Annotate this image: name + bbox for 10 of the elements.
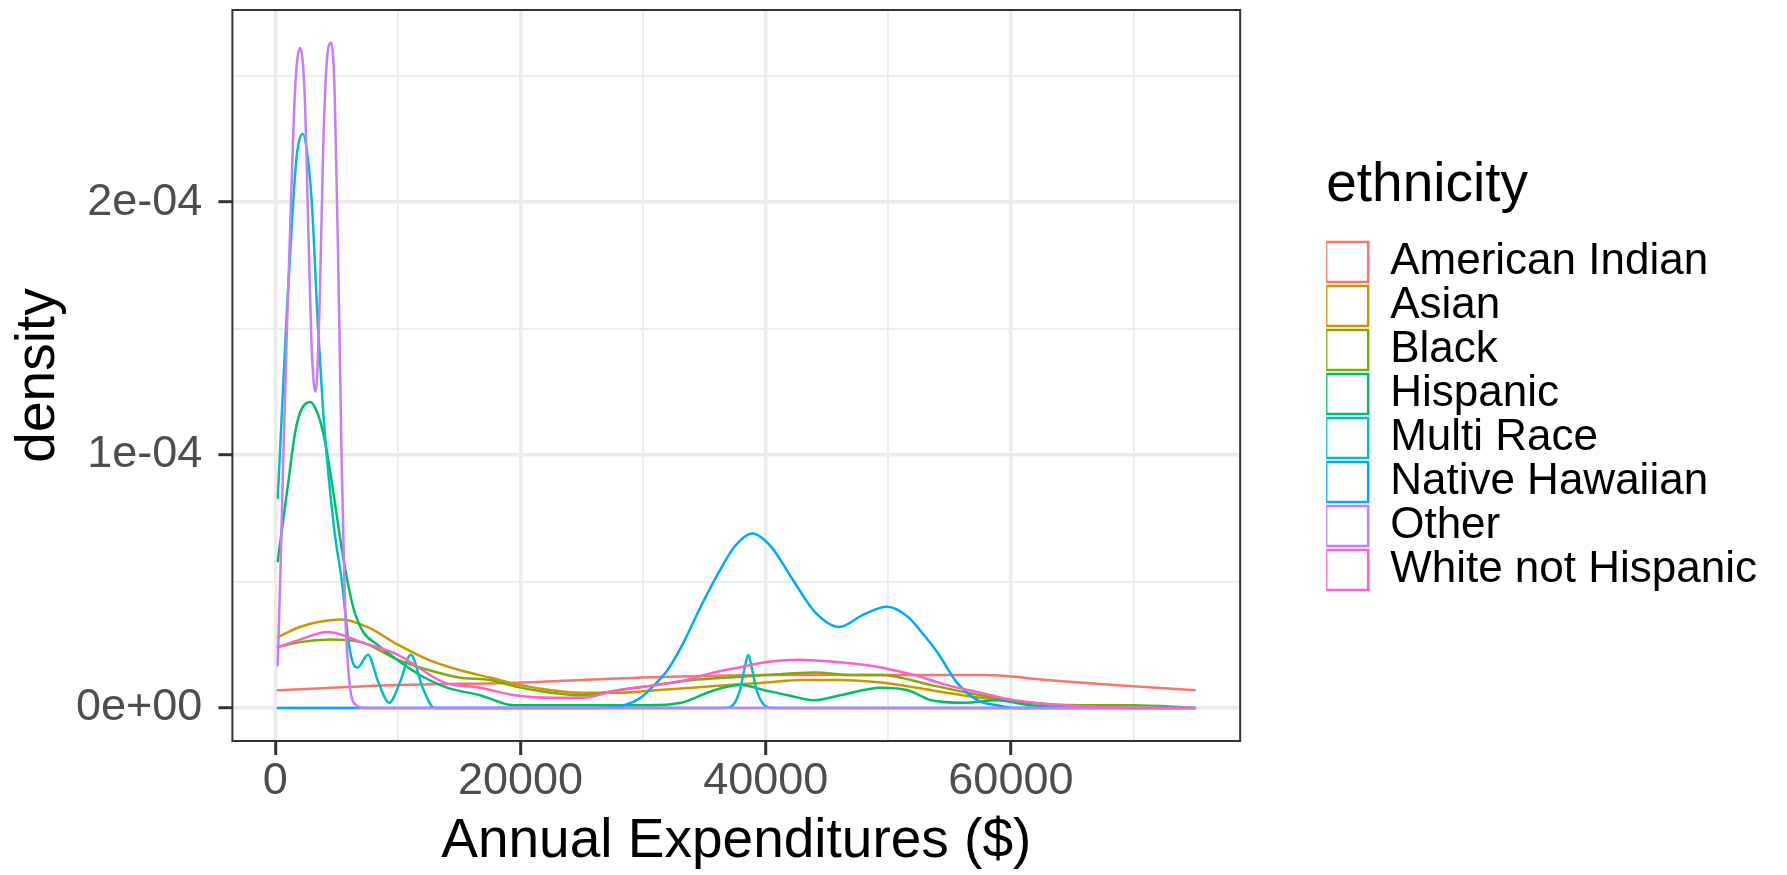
x-axis-title: Annual Expenditures ($) <box>441 807 1032 870</box>
y-tick-label: 1e-04 <box>87 426 203 478</box>
x-tick-label: 60000 <box>948 752 1074 804</box>
y-tick-label: 2e-04 <box>87 173 203 225</box>
x-tick-label: 20000 <box>457 752 584 804</box>
legend-title: ethnicity <box>1326 150 1529 213</box>
x-tick-label: 0 <box>262 752 288 804</box>
x-tick-label: 40000 <box>703 752 829 804</box>
y-tick-label: 0e+00 <box>76 679 203 731</box>
y-axis-title: density <box>4 287 67 463</box>
